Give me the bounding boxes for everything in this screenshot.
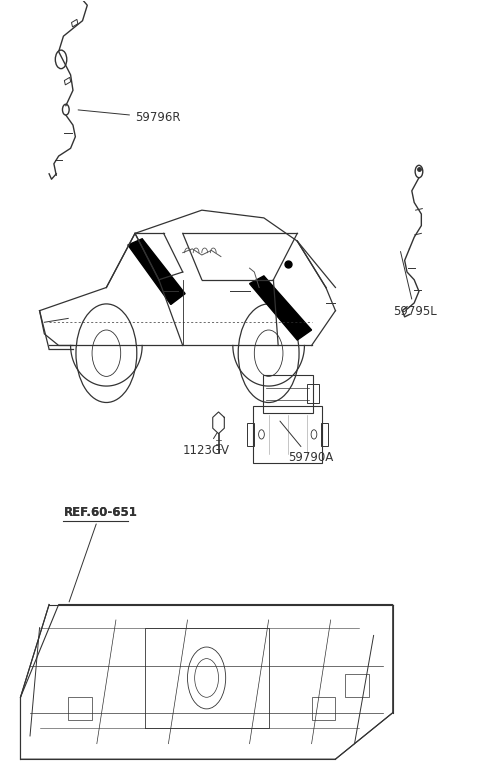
Bar bbox=[68, 698, 92, 720]
Bar bbox=[307, 384, 319, 404]
Text: 59790A: 59790A bbox=[280, 421, 333, 465]
Bar bbox=[312, 698, 336, 720]
Bar bbox=[321, 423, 328, 446]
Bar bbox=[345, 674, 369, 698]
Text: REF.60-651: REF.60-651 bbox=[63, 506, 137, 518]
Bar bbox=[247, 423, 254, 446]
Text: 1123GV: 1123GV bbox=[183, 433, 230, 457]
Bar bbox=[72, 19, 78, 27]
Bar bbox=[64, 78, 71, 85]
Text: REF.60-651: REF.60-651 bbox=[63, 506, 137, 602]
Polygon shape bbox=[250, 276, 312, 340]
Text: 59796R: 59796R bbox=[78, 110, 180, 124]
Text: 59795L: 59795L bbox=[393, 251, 436, 317]
Polygon shape bbox=[128, 239, 185, 304]
